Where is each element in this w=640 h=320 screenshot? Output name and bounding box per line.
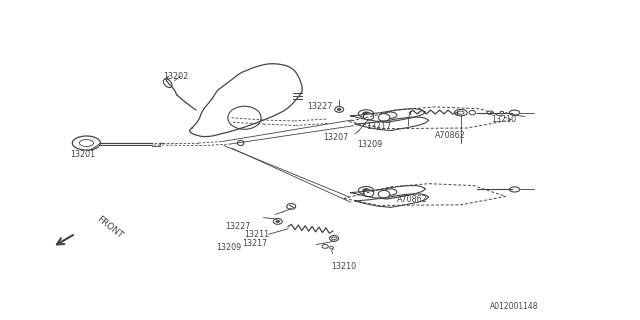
Circle shape	[363, 189, 369, 192]
Text: 13201: 13201	[70, 150, 95, 159]
Circle shape	[72, 136, 100, 150]
Text: 13227: 13227	[307, 102, 333, 111]
Text: FRONT: FRONT	[95, 214, 124, 240]
Ellipse shape	[378, 114, 390, 121]
Ellipse shape	[163, 79, 172, 88]
Text: A012001148: A012001148	[490, 302, 538, 311]
Text: 13207: 13207	[323, 133, 348, 142]
Circle shape	[358, 110, 374, 117]
Text: 13210: 13210	[492, 115, 516, 124]
Text: 13209: 13209	[357, 140, 382, 149]
Circle shape	[454, 109, 467, 116]
Ellipse shape	[273, 219, 282, 224]
Text: A70862: A70862	[397, 195, 428, 204]
Circle shape	[509, 187, 520, 192]
Circle shape	[358, 187, 374, 194]
Ellipse shape	[364, 190, 374, 197]
Ellipse shape	[287, 204, 296, 209]
Text: 13217: 13217	[242, 239, 267, 248]
Circle shape	[384, 189, 397, 195]
Ellipse shape	[378, 190, 390, 198]
Ellipse shape	[330, 236, 339, 241]
Circle shape	[276, 220, 280, 222]
Text: A70862: A70862	[435, 131, 466, 140]
Ellipse shape	[237, 140, 244, 146]
Text: 13227: 13227	[225, 222, 251, 231]
Circle shape	[363, 112, 369, 115]
Ellipse shape	[322, 244, 328, 248]
Text: 13209: 13209	[216, 243, 241, 252]
Text: 13211: 13211	[244, 230, 269, 239]
Ellipse shape	[335, 107, 344, 112]
Ellipse shape	[469, 110, 476, 115]
Text: 13210: 13210	[332, 262, 356, 271]
Circle shape	[337, 108, 341, 110]
Circle shape	[384, 112, 397, 118]
Text: 13202: 13202	[163, 72, 188, 81]
Text: 13217: 13217	[366, 122, 391, 131]
Ellipse shape	[364, 113, 374, 120]
Circle shape	[509, 110, 520, 115]
